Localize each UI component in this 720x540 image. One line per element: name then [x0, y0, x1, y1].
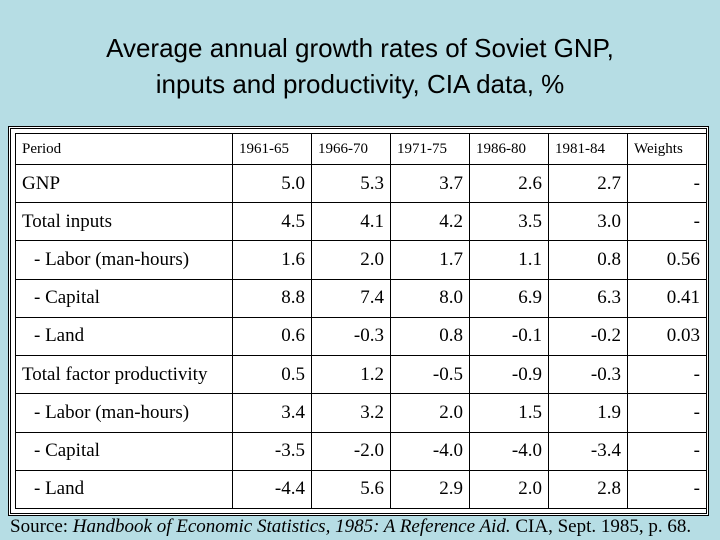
- value-cell: 6.3: [548, 278, 628, 318]
- column-header-1981-84: 1981-84: [548, 133, 628, 165]
- value-cell: 5.0: [232, 163, 312, 204]
- value-cell: 2.0: [311, 240, 391, 280]
- value-cell: -4.4: [232, 469, 312, 510]
- value-cell: -: [627, 355, 707, 395]
- column-header-1961-65: 1961-65: [232, 133, 312, 165]
- value-cell: 1.2: [311, 355, 391, 395]
- value-cell: -2.0: [311, 431, 391, 471]
- value-cell: -: [627, 202, 707, 242]
- value-cell: -3.5: [232, 431, 312, 471]
- value-cell: -: [627, 393, 707, 433]
- table-row: - Labor (man-hours) 3.4 3.2 2.0 1.5 1.9-: [15, 393, 707, 433]
- value-cell: -0.2: [548, 316, 628, 357]
- value-cell: 0.6: [232, 316, 312, 357]
- row-label: - Labor (man-hours): [15, 393, 233, 433]
- table-row: Total inputs 4.5 4.1 4.2 3.5 3.0-: [15, 202, 707, 242]
- value-cell: -3.4: [548, 431, 628, 471]
- value-cell: 8.8: [232, 278, 312, 318]
- value-cell: -0.5: [390, 355, 470, 395]
- table-row: - Land 0.6 -0.3 0.8 -0.1 -0.2 0.03: [15, 316, 707, 357]
- column-header-1986-80: 1986-80: [469, 133, 549, 165]
- value-cell: -4.0: [390, 431, 470, 471]
- row-label: - Capital: [15, 278, 233, 318]
- value-cell: 3.2: [311, 393, 391, 433]
- value-cell: 2.9: [390, 469, 470, 510]
- value-cell: 8.0: [390, 278, 470, 318]
- value-cell: 7.4: [311, 278, 391, 318]
- column-header-1971-75: 1971-75: [390, 133, 470, 165]
- value-cell: 4.2: [390, 202, 470, 242]
- value-cell: 0.03: [627, 316, 707, 357]
- value-cell: 0.8: [548, 240, 628, 280]
- value-cell: -0.3: [311, 316, 391, 357]
- row-label: - Land: [15, 316, 233, 357]
- column-header-weights: Weights: [627, 133, 707, 165]
- value-cell: 2.8: [548, 469, 628, 510]
- value-cell: 0.56: [627, 240, 707, 280]
- table-row: Total factor productivity 0.5 1.2 -0.5 -0.9-…: [15, 355, 707, 395]
- value-cell: -4.0: [469, 431, 549, 471]
- value-cell: 3.7: [390, 163, 470, 204]
- column-header-1966-70: 1966-70: [311, 133, 391, 165]
- value-cell: 1.9: [548, 393, 628, 433]
- value-cell: -0.1: [469, 316, 549, 357]
- value-cell: 1.1: [469, 240, 549, 280]
- value-cell: 2.7: [548, 163, 628, 204]
- value-cell: 3.5: [469, 202, 549, 242]
- value-cell: -: [627, 163, 707, 204]
- row-label: GNP: [15, 163, 233, 204]
- table-row: - Land -4.4 5.6 2.9 2.0 2.8-: [15, 469, 707, 510]
- source-title: Handbook of Economic Statistics, 1985: A…: [72, 516, 511, 537]
- row-label: Total inputs: [15, 202, 233, 242]
- value-cell: 1.7: [390, 240, 470, 280]
- value-cell: -: [627, 431, 707, 471]
- source-suffix: CIA, Sept. 1985, p. 68.: [510, 516, 692, 537]
- source-prefix: Source:: [10, 516, 73, 537]
- value-cell: 0.41: [627, 278, 707, 318]
- slide-title: Average annual growth rates of Soviet GN…: [0, 30, 720, 102]
- value-cell: 0.8: [390, 316, 470, 357]
- source-citation: Source: Handbook of Economic Statistics,…: [10, 515, 715, 539]
- value-cell: 1.5: [469, 393, 549, 433]
- value-cell: 2.0: [469, 469, 549, 510]
- value-cell: 0.5: [232, 355, 312, 395]
- value-cell: 3.4: [232, 393, 312, 433]
- column-header-period: Period: [15, 133, 233, 165]
- value-cell: 2.0: [390, 393, 470, 433]
- title-line-1: Average annual growth rates of Soviet GN…: [106, 33, 614, 63]
- table-row: - Capital -3.5 -2.0 -4.0 -4.0 -3.4-: [15, 431, 707, 471]
- title-line-2: inputs and productivity, CIA data, %: [155, 69, 565, 99]
- value-cell: -: [627, 469, 707, 510]
- table-body: GNP 5.0 5.3 3.7 2.6 2.7- Total inputs 4.5 4.1 4.2…: [15, 163, 707, 510]
- value-cell: 3.0: [548, 202, 628, 242]
- row-label: - Labor (man-hours): [15, 240, 233, 280]
- value-cell: 4.5: [232, 202, 312, 242]
- table-row: - Labor (man-hours) 1.6 2.0 1.7 1.1 0.8 0.56: [15, 240, 707, 280]
- value-cell: 6.9: [469, 278, 549, 318]
- table-frame: Period 1961-65 1966-70 1971-75 1986-80 1…: [8, 126, 709, 516]
- value-cell: 2.6: [469, 163, 549, 204]
- header-row: Period 1961-65 1966-70 1971-75 1986-80 1…: [15, 133, 707, 165]
- value-cell: 5.3: [311, 163, 391, 204]
- row-label: - Capital: [15, 431, 233, 471]
- row-label: Total factor productivity: [15, 355, 233, 395]
- value-cell: -0.9: [469, 355, 549, 395]
- row-label: - Land: [15, 469, 233, 510]
- value-cell: 1.6: [232, 240, 312, 280]
- growth-rates-table: Period 1961-65 1966-70 1971-75 1986-80 1…: [15, 133, 707, 510]
- table-row: - Capital 8.8 7.4 8.0 6.9 6.3 0.41: [15, 278, 707, 318]
- table-row: GNP 5.0 5.3 3.7 2.6 2.7-: [15, 163, 707, 204]
- value-cell: -0.3: [548, 355, 628, 395]
- value-cell: 5.6: [311, 469, 391, 510]
- value-cell: 4.1: [311, 202, 391, 242]
